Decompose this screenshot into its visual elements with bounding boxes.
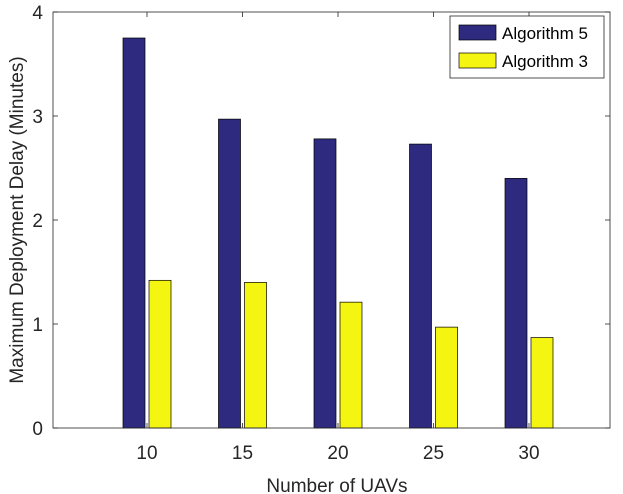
bar-algorithm-5-25 [409, 143, 432, 429]
y-tick-label-0: 0 [32, 419, 43, 440]
y-tick-label-3: 3 [32, 107, 43, 128]
legend: Algorithm 5 Algorithm 3 [449, 15, 605, 79]
legend-label-algorithm-3: Algorithm 3 [502, 52, 588, 71]
bars-group [122, 37, 554, 429]
bar-algorithm-3-10 [148, 279, 172, 429]
x-tick-label-25: 25 [423, 443, 444, 464]
y-tick-label-4: 4 [32, 3, 43, 24]
bar-algorithm-5-15 [218, 118, 241, 429]
bar-algorithm-3-30 [530, 337, 554, 429]
y-tick-label-1: 1 [32, 315, 43, 336]
ticks-group: 0 1 2 3 4 10 15 20 25 30 [32, 3, 610, 464]
bar-algorithm-3-15 [244, 282, 267, 429]
legend-swatch-algorithm-3 [458, 52, 497, 69]
bar-algorithm-3-25 [435, 326, 458, 429]
legend-swatch-algorithm-5 [458, 24, 497, 41]
y-tick-label-2: 2 [32, 211, 43, 232]
bar-algorithm-5-20 [313, 138, 337, 429]
y-axis-label: Maximum Deployment Delay (Minutes) [7, 56, 28, 383]
bar-algorithm-5-30 [504, 178, 528, 429]
x-tick-label-15: 15 [232, 443, 253, 464]
x-tick-label-10: 10 [136, 443, 157, 464]
legend-label-algorithm-5: Algorithm 5 [502, 24, 588, 43]
x-tick-label-20: 20 [327, 443, 348, 464]
x-tick-label-30: 30 [518, 443, 539, 464]
x-axis-label: Number of UAVs [266, 476, 407, 494]
bar-algorithm-5-10 [122, 37, 146, 429]
bar-algorithm-3-20 [339, 301, 363, 429]
